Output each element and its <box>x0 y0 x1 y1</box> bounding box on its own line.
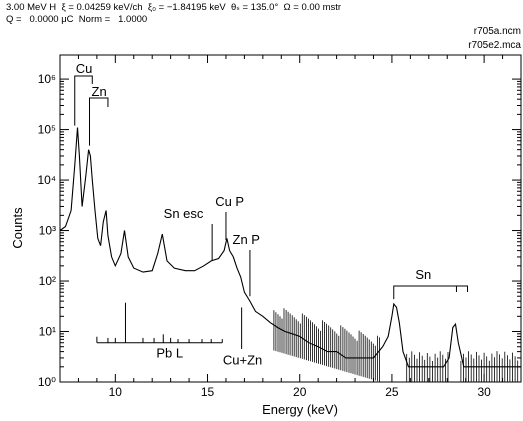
y-axis-label: Counts <box>10 207 25 249</box>
x-tick-label: 20 <box>293 385 307 399</box>
plot-border <box>59 54 522 383</box>
cu-bracket <box>74 75 93 126</box>
x-axis-label: Energy (keV) <box>262 402 338 417</box>
plot-frame <box>59 54 522 383</box>
x-tick-label: 15 <box>201 385 215 399</box>
sn-label: Sn <box>415 267 431 282</box>
spectrum-noise <box>273 308 519 382</box>
zn-bracket <box>89 97 109 146</box>
sn-bracket <box>393 285 469 300</box>
y-tick-label: 10⁴ <box>37 173 56 187</box>
header-beam-parameters: 3.00 MeV H ξ = 0.04259 keV/ch ξ₀ = −1.84… <box>6 2 342 13</box>
y-tick-label: 10¹ <box>39 325 56 339</box>
y-tick-label: 10³ <box>39 224 56 238</box>
cu-label: Cu <box>76 61 93 76</box>
header-charge-norm: Q = 0.0000 μC Norm = 1.0000 <box>6 14 148 25</box>
y-tick-label: 10⁶ <box>38 72 56 86</box>
x-tick-label: 30 <box>477 385 491 399</box>
x-tick-label: 25 <box>385 385 399 399</box>
filename-mca: r705e2.mca <box>468 40 521 51</box>
axis-ticks: 10 15 20 25 30 10⁰ 10¹ 10² 10³ 10⁴ 10⁵ 10⁶ <box>37 55 522 399</box>
filename-ncm: r705a.ncm <box>473 26 521 37</box>
x-tick-label: 10 <box>109 385 123 399</box>
y-tick-label: 10⁵ <box>38 123 56 137</box>
cu-zn-label: Cu+Zn <box>223 353 262 368</box>
y-tick-label: 10² <box>39 274 56 288</box>
y-tick-label: 10⁰ <box>38 375 56 389</box>
pb-l-label: Pb L <box>156 346 183 361</box>
spectrum-line <box>59 127 521 368</box>
zn-label: Zn <box>92 84 107 99</box>
cu-p-label: Cu P <box>215 194 244 209</box>
zn-p-label: Zn P <box>233 232 260 247</box>
peak-annotations: Cu Zn Sn esc Cu P Zn P Sn Pb L Cu+Zn <box>74 61 469 368</box>
sn-esc-label: Sn esc <box>164 206 204 221</box>
spectrum-series <box>59 127 521 382</box>
